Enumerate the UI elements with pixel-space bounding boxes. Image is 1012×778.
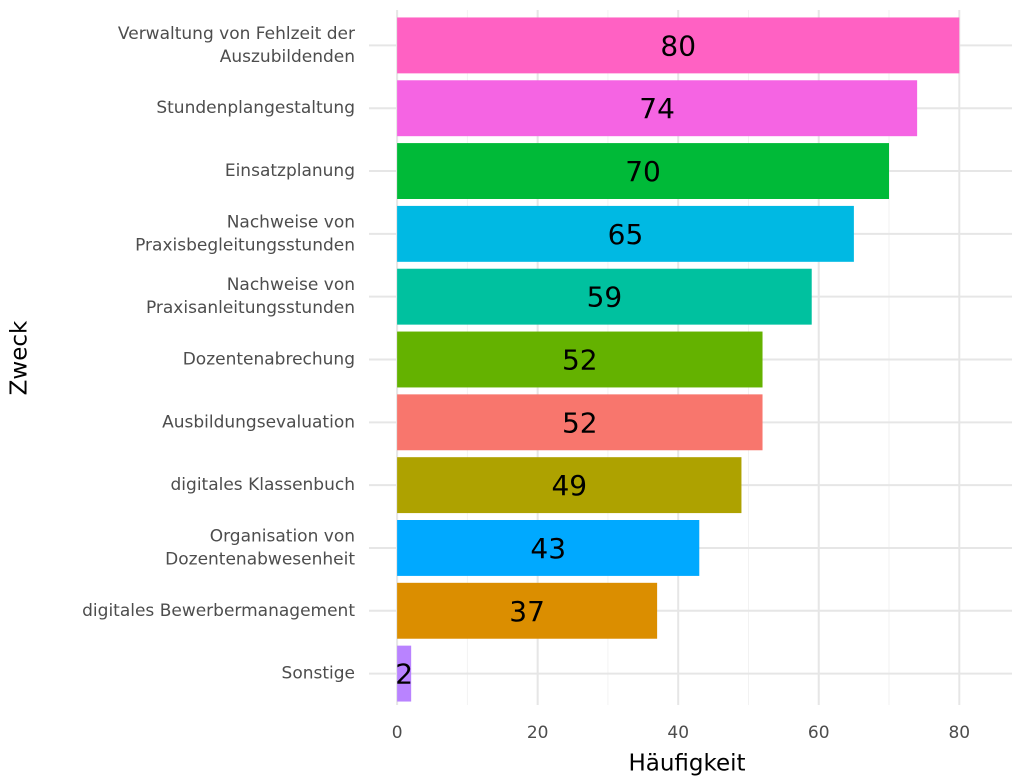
bar (397, 143, 890, 199)
value-label: 37 (509, 595, 545, 628)
x-tick-label: 80 (948, 723, 970, 743)
y-tick-label: Organisation von Dozentenabwesenheit (165, 526, 355, 569)
y-tick-label: Stundenplangestaltung (156, 98, 355, 118)
value-label: 59 (587, 281, 623, 314)
y-tick-label: Verwaltung von Fehlzeit der Auszubildende… (118, 24, 355, 67)
x-tick-label: 60 (808, 723, 830, 743)
bar (397, 17, 960, 74)
y-tick-label: Sonstige (282, 664, 355, 684)
value-label: 80 (660, 29, 696, 62)
y-tick-label: digitales Klassenbuch (171, 475, 355, 495)
y-tick-label: digitales Bewerbermanagement (82, 601, 355, 621)
y-tick-label: Nachweise von Praxisbegleitungsstunden (135, 212, 355, 255)
y-tick-label: Nachweise von Praxisanleitungsstunden (146, 275, 355, 318)
bar (397, 268, 812, 325)
value-label: 49 (551, 469, 587, 502)
y-tick-label: Dozentenabrechung (183, 350, 355, 370)
bar (397, 520, 700, 576)
bar (397, 394, 763, 451)
y-tick-label: Ausbildungsevaluation (162, 412, 355, 432)
bar (397, 80, 918, 137)
x-tick-label: 20 (527, 723, 549, 743)
x-axis-title: Häufigkeit (628, 751, 745, 777)
bar (397, 457, 742, 514)
x-tick-label: 40 (667, 723, 689, 743)
value-label: 70 (625, 155, 661, 188)
value-label: 65 (608, 218, 644, 251)
y-tick-label: Einsatzplanung (225, 161, 355, 181)
value-label: 52 (562, 406, 598, 439)
value-label: 43 (530, 532, 566, 565)
bar (397, 205, 854, 262)
value-label: 52 (562, 344, 598, 377)
value-label: 2 (395, 658, 413, 691)
bar (397, 645, 412, 702)
value-label: 74 (639, 92, 675, 125)
bar (397, 582, 658, 639)
y-axis-title: Zweck (7, 320, 33, 395)
bar (397, 331, 763, 388)
x-tick-label: 0 (392, 723, 403, 743)
